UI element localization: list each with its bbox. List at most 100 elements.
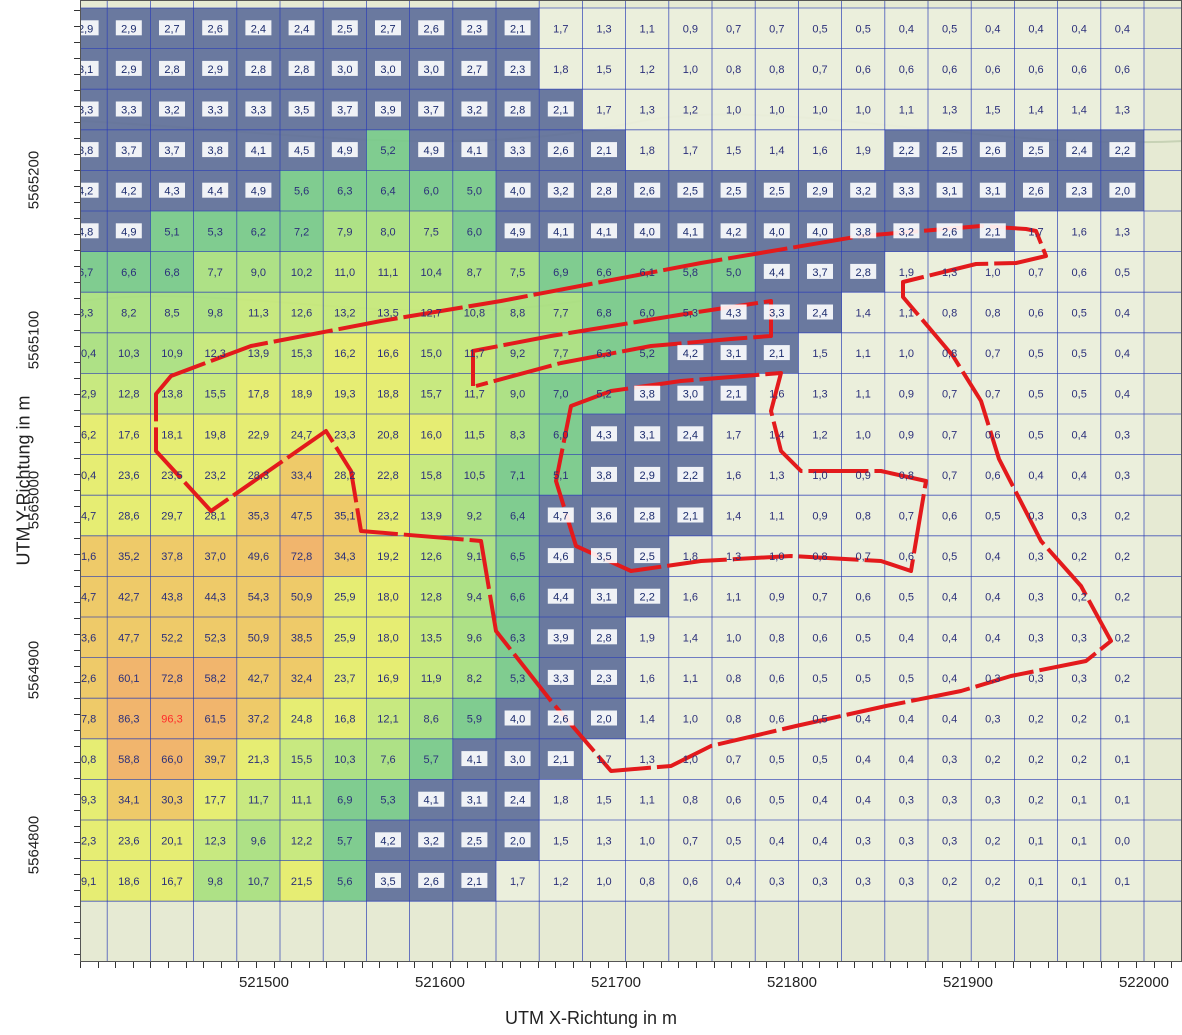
grid-value: 3,0 xyxy=(424,64,439,76)
grid-value: 2,7 xyxy=(164,23,179,35)
grid-value: 9,2 xyxy=(510,348,525,360)
grid-value: 16,0 xyxy=(420,429,441,441)
grid-value: 28,6 xyxy=(118,511,139,523)
y-axis-minor-tick xyxy=(74,42,80,43)
grid-value: 2,2 xyxy=(640,592,655,604)
grid-cell xyxy=(323,738,367,780)
grid-value: 10,5 xyxy=(464,470,485,482)
grid-cell xyxy=(366,779,410,820)
grid-value-box xyxy=(461,60,488,76)
grid-value: 0,8 xyxy=(726,64,741,76)
grid-value: 19,3 xyxy=(334,389,355,401)
grid-value: 3,3 xyxy=(769,308,784,320)
grid-cell xyxy=(928,454,972,496)
grid-value: 0,7 xyxy=(812,64,827,76)
x-axis-minor-tick xyxy=(344,962,345,968)
grid-value: 0,1 xyxy=(1115,876,1130,888)
grid-value-box xyxy=(591,223,617,239)
grid-cell xyxy=(712,860,756,902)
x-axis-minor-tick xyxy=(396,962,398,968)
grid-value: 18,0 xyxy=(377,632,398,644)
map-plot-area[interactable]: 2,9 2,9 2,7 2,6 2,4 2,4 2,5 2,7 2,6 2,3 2,1 1,7 1,3 1… xyxy=(80,0,1182,962)
grid-value: 37,0 xyxy=(204,551,225,563)
x-axis-minor-tick xyxy=(537,962,539,968)
grid-value: 5,7 xyxy=(424,754,439,766)
grid-cell xyxy=(107,617,151,658)
grid-value-box xyxy=(375,872,401,888)
y-axis-minor-tick xyxy=(74,490,80,491)
grid-value: 7,9 xyxy=(337,226,352,238)
grid-value: 0,4 xyxy=(942,673,957,685)
grid-value: 0,5 xyxy=(856,673,871,685)
grid-cell xyxy=(1057,779,1101,820)
grid-value-box xyxy=(893,142,920,158)
grid-value: 0,5 xyxy=(812,23,827,35)
grid-cell xyxy=(755,495,799,536)
grid-value: 37,8 xyxy=(161,551,182,563)
grid-value: 3,8 xyxy=(208,145,223,157)
grid-value: 3,5 xyxy=(596,551,611,563)
grid-value: 60,1 xyxy=(118,673,139,685)
grid-cell xyxy=(107,454,151,496)
grid-value: 5,1 xyxy=(164,226,179,238)
grid-value: 0,1 xyxy=(1072,835,1087,847)
grid-value-box xyxy=(634,385,661,401)
grid-value-box xyxy=(1023,142,1049,158)
grid-value-box xyxy=(936,223,963,239)
grid-cell xyxy=(712,779,756,820)
x-axis-minor-tick xyxy=(168,962,169,968)
y-axis-minor-tick xyxy=(74,122,80,123)
grid-cell xyxy=(193,373,237,414)
grid-value: 5,0 xyxy=(726,267,741,279)
grid-cell xyxy=(409,332,453,374)
grid-value: 7,7 xyxy=(208,267,223,279)
grid-value: 5,1 xyxy=(553,470,568,482)
grid-value: 2,8 xyxy=(251,64,266,76)
x-axis-minor-tick xyxy=(379,962,381,968)
grid-cell xyxy=(755,779,799,820)
grid-value: 1,9 xyxy=(899,267,914,279)
grid-value: 3,7 xyxy=(337,105,352,117)
grid-cell xyxy=(452,414,496,455)
grid-cell xyxy=(1100,211,1144,252)
grid-value-box xyxy=(591,426,617,442)
grid-value: 0,5 xyxy=(1072,348,1087,360)
grid-value: 0,8 xyxy=(640,876,655,888)
y-axis-minor-tick xyxy=(74,634,80,635)
grid-value: 3,2 xyxy=(899,226,914,238)
grid-value-box xyxy=(81,20,99,36)
grid-value: 0,7 xyxy=(769,23,784,35)
grid-cell xyxy=(582,820,626,861)
grid-value: 0,4 xyxy=(899,23,914,35)
grid-cell xyxy=(452,454,496,496)
grid-cell xyxy=(668,8,712,49)
grid-value: 0,6 xyxy=(985,429,1000,441)
grid-value: 2,9 xyxy=(812,186,827,198)
grid-value: 2,1 xyxy=(726,389,741,401)
y-axis-minor-tick xyxy=(74,746,80,747)
grid-value: 22,3 xyxy=(81,835,96,847)
grid-value: 5,9 xyxy=(467,714,482,726)
grid-cell xyxy=(366,576,410,617)
y-axis-minor-tick xyxy=(74,794,80,795)
x-axis-minor-tick xyxy=(361,962,363,968)
grid-cell xyxy=(625,860,669,902)
grid-value-box xyxy=(591,588,617,604)
grid-value: 2,4 xyxy=(294,23,309,35)
grid-value: 2,6 xyxy=(424,23,439,35)
grid-cell xyxy=(755,129,799,171)
grid-value: 4,3 xyxy=(164,186,179,198)
grid-value: 3,2 xyxy=(467,105,482,117)
grid-cell xyxy=(582,8,626,49)
grid-value: 0,5 xyxy=(1028,348,1043,360)
grid-value-box xyxy=(375,101,401,117)
grid-value: 1,3 xyxy=(1115,226,1130,238)
grid-value: 1,5 xyxy=(985,105,1000,117)
grid-value: 8,0 xyxy=(380,226,395,238)
grid-value: 1,0 xyxy=(683,754,698,766)
grid-cell xyxy=(409,495,453,536)
grid-cell xyxy=(107,373,151,414)
grid-cell xyxy=(366,332,410,374)
grid-value: 0,2 xyxy=(1072,592,1087,604)
grid-value-box xyxy=(720,385,747,401)
